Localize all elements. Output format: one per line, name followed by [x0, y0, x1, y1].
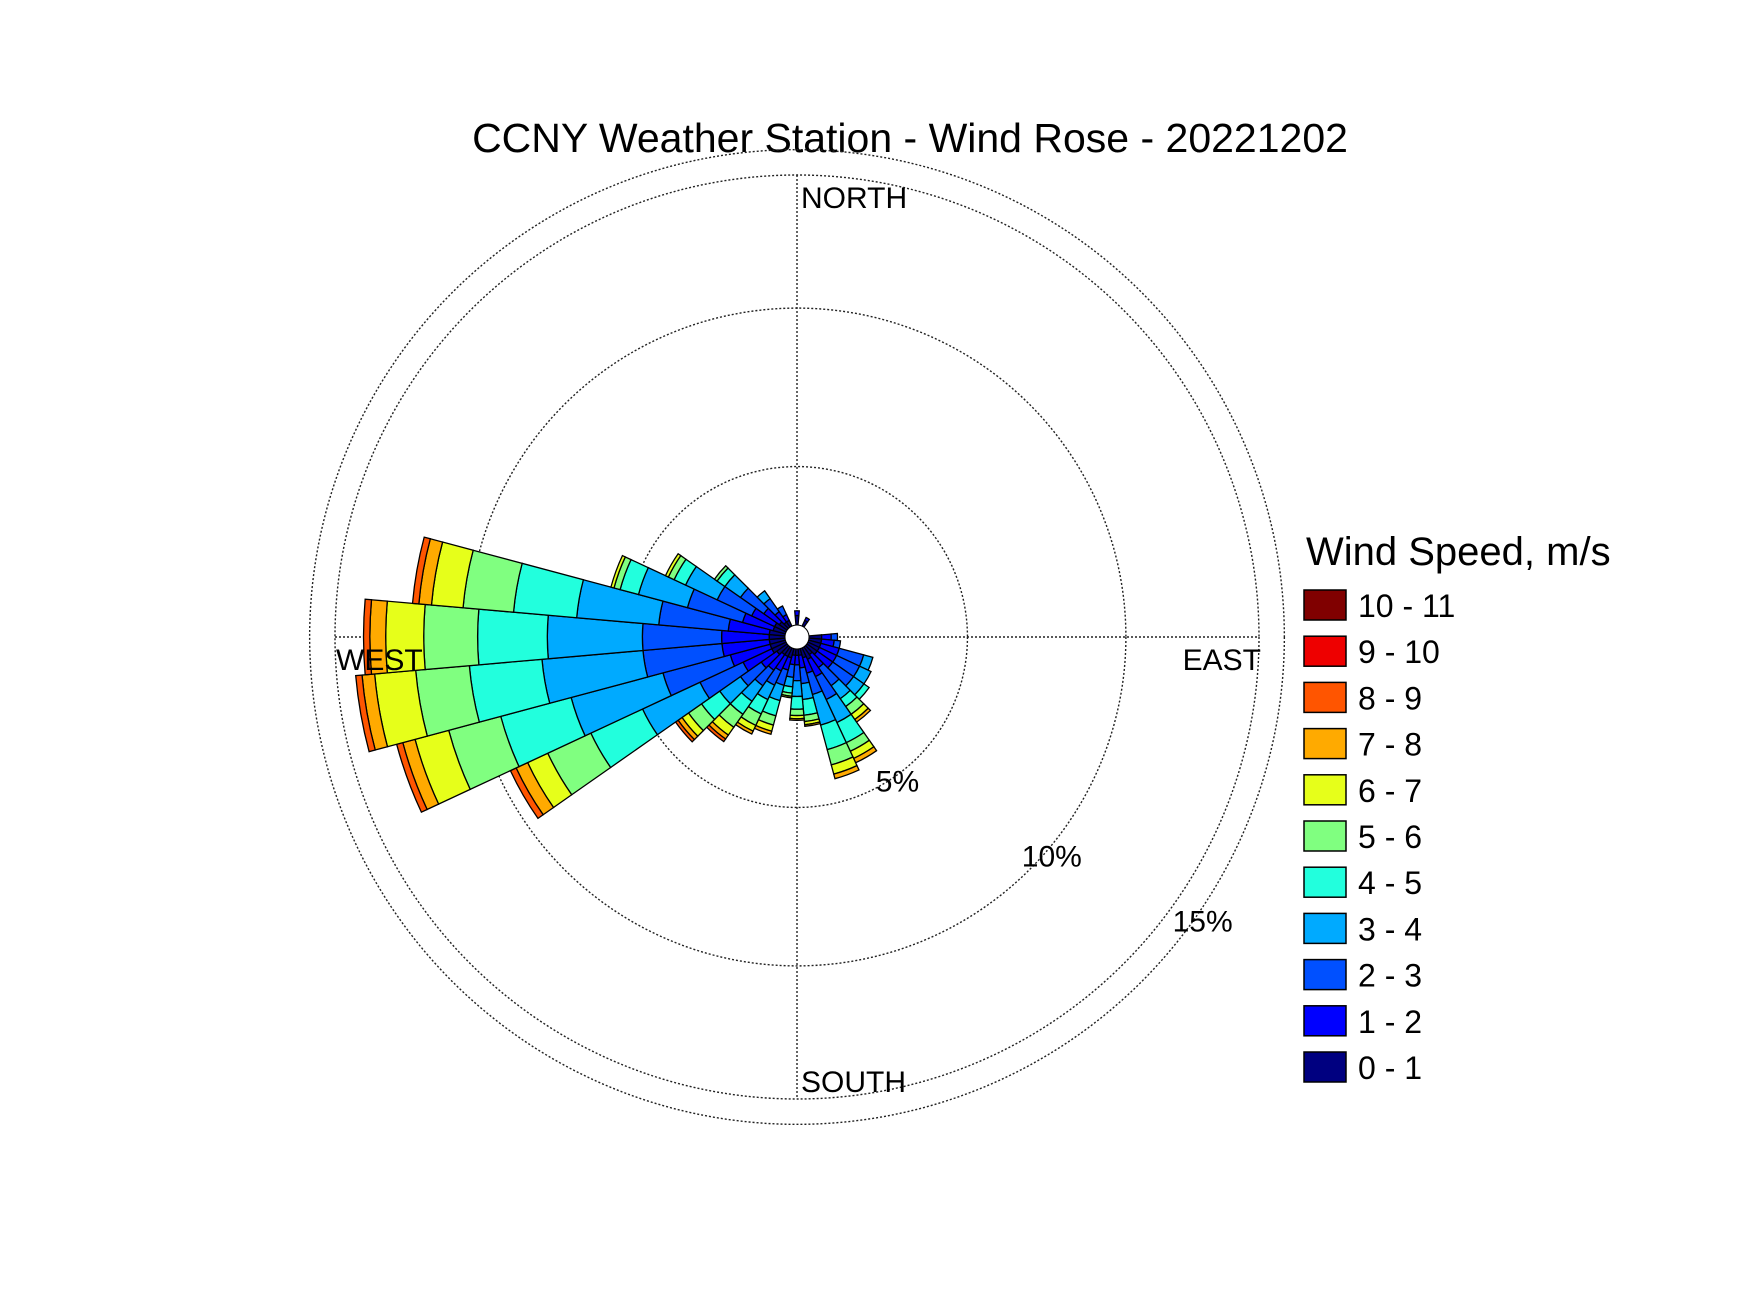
- sector-segment-330-bin-2: [776, 605, 788, 618]
- legend-swatch: [1303, 774, 1347, 806]
- sector-220: [705, 644, 792, 743]
- legend-swatch: [1303, 1051, 1347, 1083]
- compass-label-east: EAST: [1183, 644, 1261, 677]
- sector-290: [610, 554, 787, 635]
- legend-title: Wind Speed, m/s: [1306, 530, 1611, 574]
- legend-label: 0 - 1: [1358, 1050, 1422, 1086]
- grid-ring: [308, 148, 1286, 1126]
- sector-270: [362, 598, 786, 676]
- sector-segment-270-bin-4: [476, 608, 549, 666]
- ring-label: 15%: [1173, 906, 1233, 939]
- legend-label: 6 - 7: [1358, 773, 1422, 809]
- sector-100: [807, 637, 842, 650]
- sector-130: [804, 642, 871, 701]
- sector-segment-170-bin-7: [803, 721, 821, 728]
- legend-swatch: [1303, 589, 1347, 621]
- sector-segment-300-bin-6: [664, 552, 682, 578]
- legend-label: 8 - 9: [1358, 680, 1422, 716]
- legend-label: 10 - 11: [1358, 588, 1455, 624]
- sector-300: [664, 552, 789, 633]
- compass-label-south: SOUTH: [801, 1066, 906, 1099]
- legend-label: 7 - 8: [1358, 727, 1422, 763]
- sector-segment-0-bin-1: [794, 610, 800, 617]
- sector-segment-160-bin-7: [832, 764, 860, 780]
- sector-0: [794, 610, 800, 626]
- sector-segment-180-bin-4: [790, 695, 804, 710]
- sector-segment-130-bin-4: [853, 682, 871, 701]
- sector-120: [805, 641, 872, 685]
- sector-segment-0-bin-0: [794, 614, 800, 626]
- sector-segment-180-bin-7: [789, 717, 805, 721]
- sector-segment-280-bin-5: [462, 549, 523, 613]
- sector-segment-180-bin-5: [789, 708, 805, 717]
- sector-310: [713, 564, 790, 632]
- chart-title: CCNY Weather Station - Wind Rose - 20221…: [472, 115, 1348, 161]
- legend-label: 5 - 6: [1358, 819, 1422, 855]
- legend-swatch: [1303, 1005, 1347, 1037]
- sector-segment-280-bin-4: [512, 562, 585, 619]
- sector-segment-290-bin-6: [610, 554, 627, 589]
- ring-labels: 5% 10% 15%: [876, 766, 1233, 939]
- legend-swatch: [1303, 958, 1347, 991]
- legend-label: 4 - 5: [1358, 865, 1422, 901]
- sector-segment-260-bin-8: [354, 674, 377, 753]
- wind-sectors: [354, 536, 878, 820]
- legend: 10 - 11 9 - 10 8 - 9 7 - 8 6 - 7 5 - 6 4 - 5 3 …: [1303, 588, 1455, 1086]
- compass-label-north: NORTH: [801, 182, 907, 215]
- sector-segment-320-bin-3: [756, 589, 772, 605]
- compass-label-west: WEST: [336, 644, 423, 677]
- sector-240: [509, 641, 789, 820]
- legend-swatch: [1303, 635, 1347, 667]
- center-hole: [784, 624, 810, 650]
- legend-swatch: [1303, 820, 1347, 852]
- ring-label: 10%: [1022, 840, 1082, 873]
- sector-30: [801, 616, 811, 629]
- legend-swatch: [1303, 912, 1347, 945]
- sector-segment-270-bin-5: [423, 603, 480, 671]
- sector-segment-30-bin-1: [803, 616, 811, 623]
- sector-160: [799, 647, 860, 780]
- legend-swatch: [1303, 866, 1347, 898]
- sector-segment-280-bin-8: [411, 536, 432, 605]
- legend-label: 2 - 3: [1358, 958, 1422, 994]
- sector-280: [411, 536, 787, 637]
- ring-label: 5%: [876, 766, 919, 799]
- legend-label: 9 - 10: [1358, 634, 1440, 670]
- legend-swatch: [1303, 681, 1347, 714]
- legend-label: 3 - 4: [1358, 911, 1422, 947]
- sector-170: [797, 647, 821, 728]
- sector-segment-310-bin-5: [713, 564, 729, 582]
- legend-label: 1 - 2: [1358, 1004, 1422, 1040]
- sector-segment-270-bin-8: [362, 598, 373, 676]
- sector-250: [395, 639, 787, 814]
- legend-swatch: [1303, 727, 1347, 760]
